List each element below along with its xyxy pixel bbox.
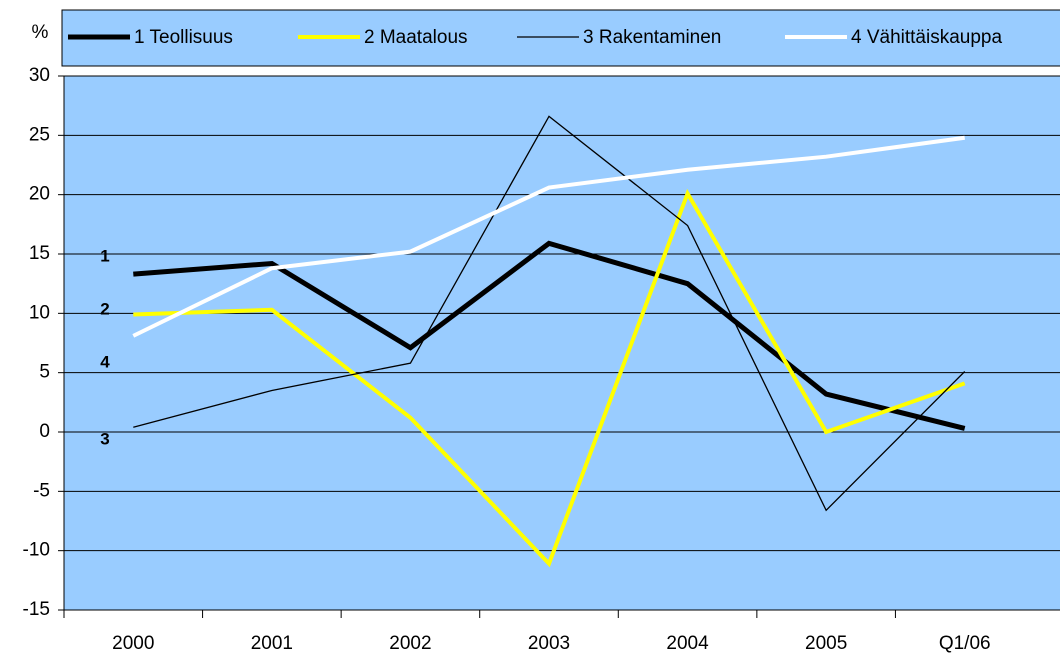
y-tick-label: 5 (39, 362, 50, 383)
series-annotation: 4 (100, 352, 110, 371)
x-tick-label: 2005 (805, 633, 847, 654)
x-tick-label: 2001 (251, 633, 293, 654)
series-line (133, 240, 966, 431)
y-tick-label: 15 (29, 243, 50, 264)
series-annotation: 1 (100, 246, 109, 265)
legend-label: 4 Vähittäiskauppa (851, 27, 1002, 48)
y-tick-label: 25 (29, 124, 50, 145)
series-annotation: 2 (100, 299, 109, 318)
series-annotation: 3 (100, 429, 109, 448)
legend-label: 2 Maatalous (364, 27, 468, 48)
series-line (132, 135, 965, 338)
y-axis-label: % (32, 22, 49, 43)
series-line (133, 188, 966, 568)
legend-label: 1 Teollisuus (134, 27, 233, 48)
x-tick-label: 2002 (389, 633, 431, 654)
y-tick-label: 20 (29, 184, 50, 205)
y-tick-label: -15 (23, 599, 50, 620)
y-tick-label: 30 (29, 65, 50, 86)
x-tick-label: 2004 (666, 633, 709, 654)
y-tick-label: -5 (33, 480, 50, 501)
x-tick-label: 2000 (112, 633, 154, 654)
legend-label: 3 Rakentaminen (583, 27, 721, 48)
plot-area (64, 76, 1060, 610)
x-tick-label: Q1/06 (939, 633, 991, 654)
series-line (133, 115, 966, 512)
y-tick-label: 0 (39, 421, 50, 442)
legend-box (61, 9, 1060, 67)
y-tick-label: 10 (29, 302, 50, 323)
y-tick-label: -10 (23, 540, 50, 561)
x-tick-label: 2003 (528, 633, 570, 654)
